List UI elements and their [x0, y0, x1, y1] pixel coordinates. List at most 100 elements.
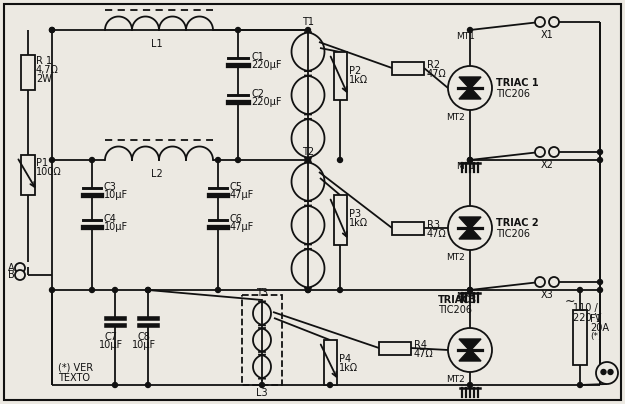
Text: P3: P3: [349, 209, 361, 219]
Text: 47Ω: 47Ω: [427, 229, 447, 239]
Text: C3: C3: [104, 182, 117, 192]
Circle shape: [468, 158, 472, 162]
Text: 47μF: 47μF: [230, 222, 254, 232]
Circle shape: [535, 17, 545, 27]
Circle shape: [608, 370, 613, 375]
Circle shape: [598, 288, 602, 292]
Circle shape: [89, 288, 94, 292]
Circle shape: [468, 383, 472, 387]
Text: MT2: MT2: [446, 375, 465, 384]
Polygon shape: [459, 87, 481, 99]
Text: R2: R2: [427, 60, 440, 70]
Bar: [21, 55, 35, 90]
Text: MT2: MT2: [446, 113, 465, 122]
Text: C8: C8: [138, 332, 151, 342]
Text: 4,7Ω: 4,7Ω: [36, 65, 59, 75]
Bar: [379, 341, 411, 354]
Circle shape: [338, 158, 342, 162]
Circle shape: [448, 66, 492, 110]
Text: 110 /: 110 /: [573, 303, 598, 313]
Circle shape: [15, 270, 25, 280]
Text: X1: X1: [541, 30, 553, 40]
Text: ∼: ∼: [565, 295, 576, 308]
Circle shape: [338, 288, 342, 292]
Polygon shape: [459, 77, 481, 89]
Text: R3: R3: [427, 220, 440, 230]
Text: C5: C5: [230, 182, 243, 192]
Text: C4: C4: [104, 214, 117, 224]
Text: TRIAC3: TRIAC3: [438, 295, 478, 305]
Circle shape: [306, 27, 311, 32]
Circle shape: [146, 288, 151, 292]
Text: 1kΩ: 1kΩ: [349, 75, 368, 85]
Circle shape: [306, 288, 311, 292]
Text: R4: R4: [414, 340, 427, 350]
Text: TRIAC 2: TRIAC 2: [496, 218, 539, 228]
Circle shape: [306, 288, 311, 292]
Circle shape: [468, 27, 472, 32]
Circle shape: [448, 328, 492, 372]
Polygon shape: [459, 227, 481, 239]
Circle shape: [468, 158, 472, 162]
Bar: [334, 195, 346, 245]
Text: C6: C6: [230, 214, 243, 224]
Text: TEXTO: TEXTO: [58, 373, 90, 383]
Text: 1kΩ: 1kΩ: [339, 363, 358, 373]
Circle shape: [549, 277, 559, 287]
Circle shape: [49, 27, 54, 32]
Circle shape: [146, 383, 151, 387]
Text: 2W: 2W: [36, 74, 52, 84]
Circle shape: [578, 383, 582, 387]
Circle shape: [112, 288, 118, 292]
Text: (*) VER: (*) VER: [58, 362, 93, 372]
Circle shape: [146, 288, 151, 292]
Polygon shape: [459, 339, 481, 351]
Text: 20A: 20A: [590, 323, 609, 333]
Circle shape: [468, 288, 472, 292]
Text: 10μF: 10μF: [99, 340, 123, 350]
Text: B: B: [8, 270, 15, 280]
Circle shape: [216, 288, 221, 292]
Text: 220 V: 220 V: [573, 313, 601, 323]
Text: (*): (*): [590, 332, 601, 341]
Text: C2: C2: [251, 89, 264, 99]
Text: TRIAC 1: TRIAC 1: [496, 78, 539, 88]
Circle shape: [598, 280, 602, 284]
Text: T1: T1: [302, 17, 314, 27]
Bar: [392, 61, 424, 74]
Text: A: A: [8, 263, 14, 273]
Circle shape: [236, 27, 241, 32]
Circle shape: [448, 206, 492, 250]
Text: MT1: MT1: [456, 32, 475, 41]
Bar: [573, 310, 587, 365]
Text: T3: T3: [256, 288, 268, 298]
Circle shape: [535, 147, 545, 157]
Circle shape: [328, 383, 332, 387]
Polygon shape: [459, 217, 481, 229]
Circle shape: [306, 158, 311, 162]
Bar: [21, 155, 35, 195]
Text: 220μF: 220μF: [251, 97, 281, 107]
Polygon shape: [459, 349, 481, 361]
Circle shape: [601, 370, 606, 375]
Circle shape: [598, 149, 602, 154]
Text: MT1: MT1: [456, 162, 475, 171]
Text: 100Ω: 100Ω: [36, 167, 62, 177]
Text: T2: T2: [302, 147, 314, 157]
Circle shape: [598, 158, 602, 162]
Text: 10μF: 10μF: [132, 340, 156, 350]
Circle shape: [578, 288, 582, 292]
Circle shape: [535, 277, 545, 287]
Text: X3: X3: [541, 290, 553, 300]
Circle shape: [236, 158, 241, 162]
Text: TIC206: TIC206: [496, 89, 530, 99]
Circle shape: [49, 158, 54, 162]
Text: MT1: MT1: [456, 292, 475, 301]
Text: 10μF: 10μF: [104, 222, 128, 232]
Text: 1kΩ: 1kΩ: [349, 218, 368, 228]
Text: 220μF: 220μF: [251, 60, 281, 70]
Text: L2: L2: [151, 169, 163, 179]
Text: P1: P1: [36, 158, 48, 168]
Circle shape: [216, 158, 221, 162]
Bar: [392, 221, 424, 234]
